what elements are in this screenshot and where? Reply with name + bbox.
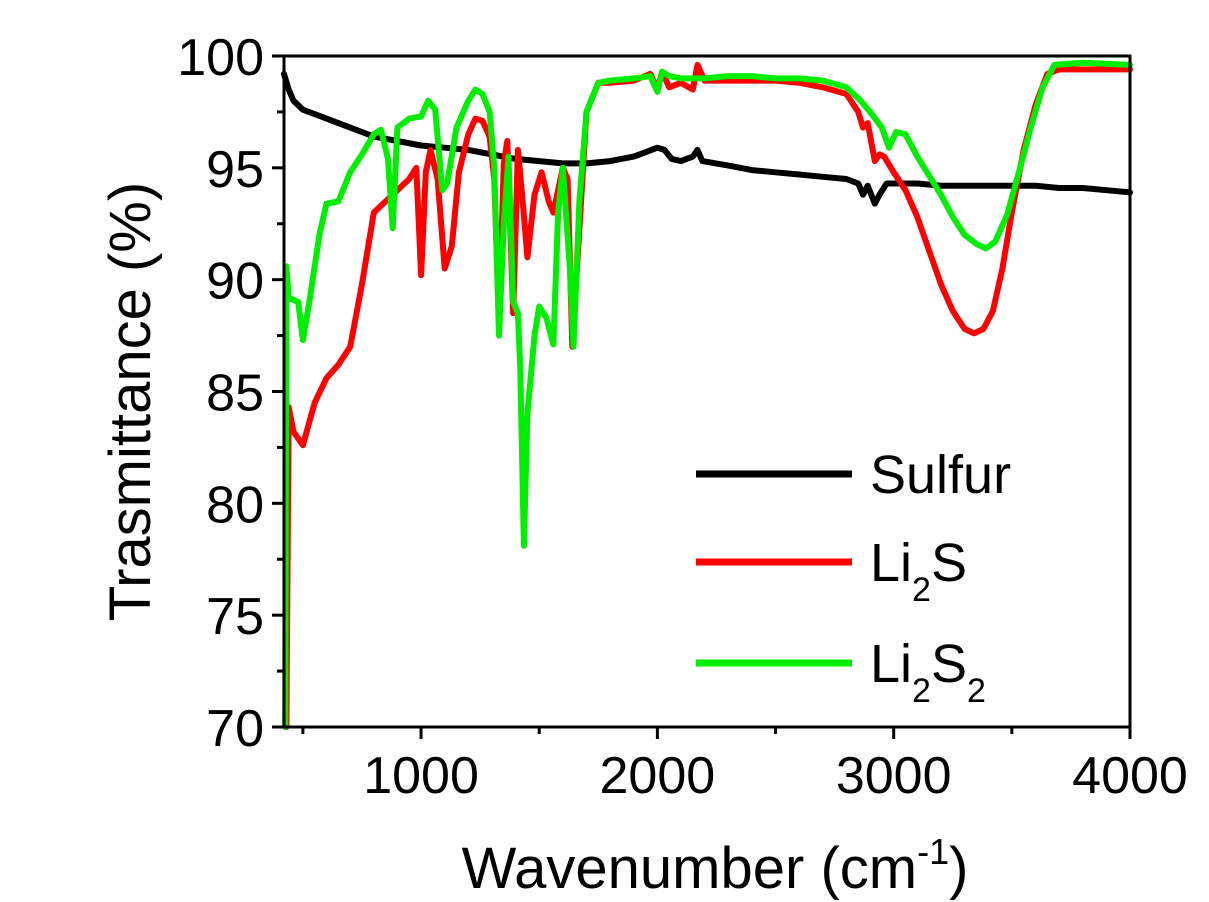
x-axis-unit-exponent: -1: [917, 831, 949, 872]
y-tick-label: 90: [206, 253, 264, 311]
axis-ticks: 1000 2000 3000 4000 70 75 80 85 90 95 100: [177, 29, 1188, 805]
x-tick-label: 3000: [836, 747, 952, 805]
legend: Sulfur Li2S Li2S2: [696, 445, 1011, 710]
x-axis-title: Wavenumber (cm-1): [462, 831, 969, 901]
legend-label: Li2S: [870, 533, 967, 609]
x-axis-unit-open: (cm: [804, 836, 917, 901]
y-tick-label: 75: [206, 588, 264, 646]
series-line: [281, 70, 1133, 207]
x-tick-label: 2000: [600, 747, 716, 805]
legend-label: Li2S2: [870, 634, 986, 710]
x-axis-unit-close: ): [949, 836, 968, 901]
y-axis-title: Trasmittance (%): [98, 182, 163, 621]
y-tick-label: 70: [206, 700, 264, 758]
y-tick-label: 100: [177, 29, 264, 87]
y-tick-label: 85: [206, 365, 264, 423]
y-tick-label: 80: [206, 476, 264, 534]
plot-frame: [282, 54, 1132, 729]
x-tick-label: 1000: [363, 747, 479, 805]
series-line: [282, 59, 1133, 730]
plot-lines: [281, 59, 1133, 730]
x-tick-label: 4000: [1072, 747, 1188, 805]
y-tick-label: 95: [206, 141, 264, 199]
legend-label: Sulfur: [870, 445, 1011, 505]
x-axis-title-text: Wavenumber: [462, 836, 805, 901]
